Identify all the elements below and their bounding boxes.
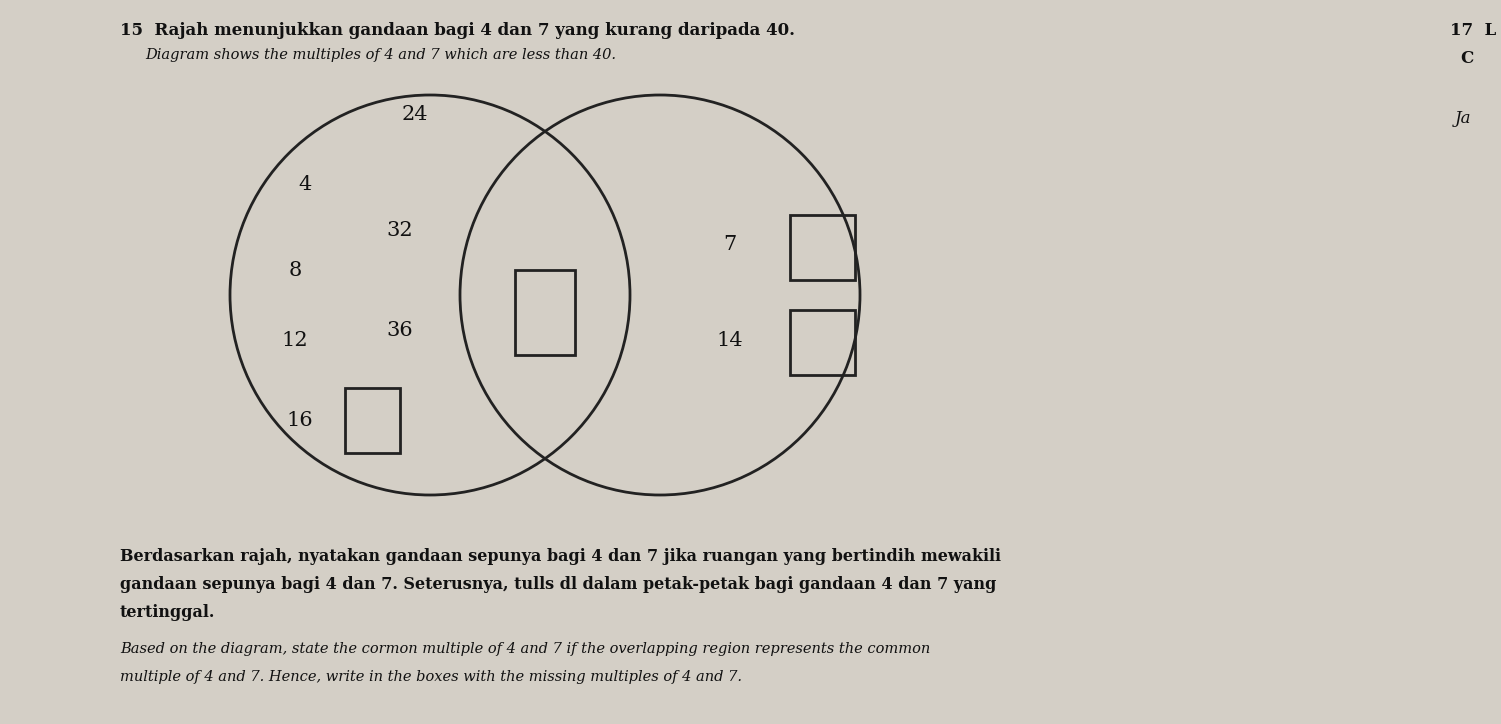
Text: 36: 36: [387, 321, 413, 340]
Text: multiple of 4 and 7. Hence, write in the boxes with the missing multiples of 4 a: multiple of 4 and 7. Hence, write in the…: [120, 670, 741, 684]
Text: 32: 32: [387, 221, 413, 240]
Text: Diagram shows the multiples of 4 and 7 which are less than 40.: Diagram shows the multiples of 4 and 7 w…: [146, 48, 615, 62]
Bar: [515, 270, 575, 355]
Text: Based on the diagram, state the cormon multiple of 4 and 7 if the overlapping re: Based on the diagram, state the cormon m…: [120, 642, 931, 656]
Text: 14: 14: [716, 330, 743, 350]
Text: 16: 16: [287, 411, 314, 429]
Text: 4: 4: [299, 175, 312, 195]
Text: gandaan sepunya bagi 4 dan 7. Seterusnya, tulls dl dalam petak-petak bagi gandaa: gandaan sepunya bagi 4 dan 7. Seterusnya…: [120, 576, 997, 593]
Text: Berdasarkan rajah, nyatakan gandaan sepunya bagi 4 dan 7 jika ruangan yang berti: Berdasarkan rajah, nyatakan gandaan sepu…: [120, 548, 1001, 565]
Text: 12: 12: [282, 330, 308, 350]
Bar: [345, 388, 399, 453]
Text: Ja: Ja: [1454, 110, 1471, 127]
Text: C: C: [1460, 50, 1474, 67]
Text: 7: 7: [723, 235, 737, 255]
Text: 24: 24: [402, 106, 428, 125]
Text: tertinggal.: tertinggal.: [120, 604, 215, 621]
Bar: [790, 310, 856, 375]
Text: 8: 8: [288, 261, 302, 279]
Bar: [790, 215, 856, 280]
Text: 15  Rajah menunjukkan gandaan bagi 4 dan 7 yang kurang daripada 40.: 15 Rajah menunjukkan gandaan bagi 4 dan …: [120, 22, 796, 39]
Text: 17  L: 17 L: [1450, 22, 1496, 39]
